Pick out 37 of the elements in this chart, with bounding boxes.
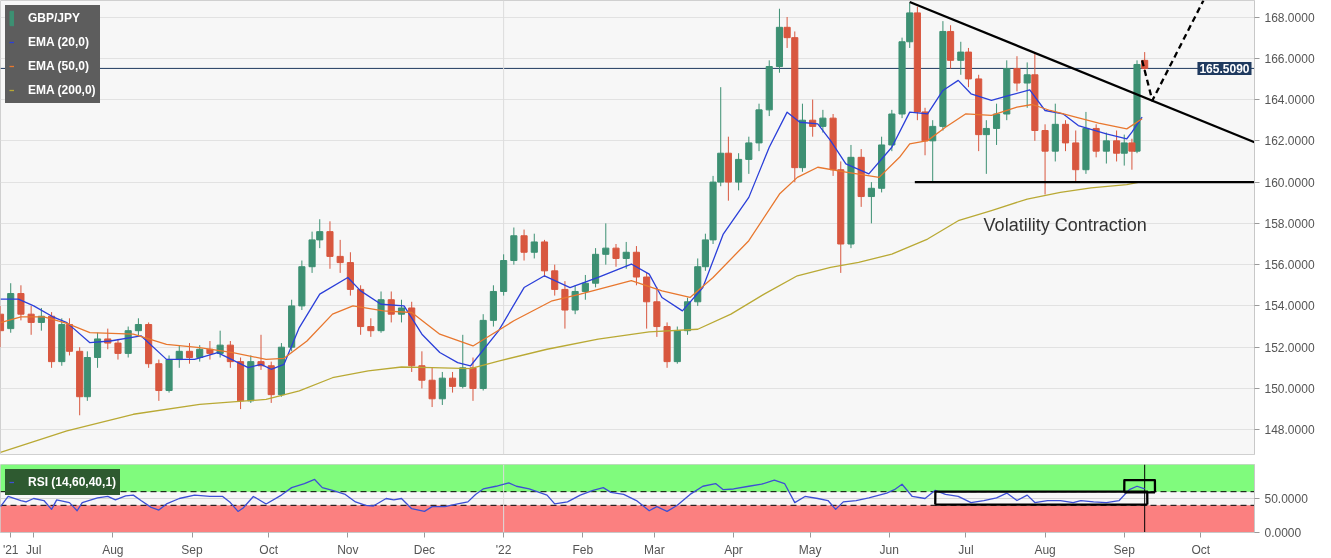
legend-label: GBP/JPY	[28, 10, 81, 27]
y-tick-label: 50.0000	[1264, 492, 1309, 506]
legend-label: EMA (50,0)	[28, 58, 89, 75]
y-tick-label: 156.0000	[1264, 258, 1315, 273]
x-tick-label: '22	[495, 542, 512, 557]
ref-line-label: 165.5090	[1199, 61, 1250, 76]
x-tick-label: Jul	[958, 542, 974, 557]
legend-label: EMA (20,0)	[28, 34, 89, 51]
x-tick-label: Jul	[26, 542, 42, 557]
x-tick-label: Oct	[1191, 542, 1211, 557]
x-tick-label: Oct	[259, 542, 279, 557]
legend-label: RSI (14,60,40,1)	[28, 474, 117, 491]
annotation: Volatility Contraction	[983, 215, 1147, 236]
x-tick-label: Aug	[102, 542, 124, 557]
y-tick-label: 150.0000	[1264, 381, 1315, 396]
y-tick-label: 162.0000	[1264, 134, 1315, 149]
y-tick-label: 166.0000	[1264, 51, 1315, 66]
x-tick-label: Sep	[181, 542, 204, 557]
x-tick-label: Nov	[337, 542, 359, 557]
y-tick-label: 158.0000	[1264, 216, 1315, 231]
y-tick-label: 164.0000	[1264, 93, 1315, 108]
x-tick-label: Sep	[1113, 542, 1136, 557]
x-tick-label: Dec	[413, 542, 436, 557]
y-tick-label: 154.0000	[1264, 299, 1315, 314]
y-tick-label: 148.0000	[1264, 423, 1315, 438]
x-tick-label: Mar	[643, 542, 665, 557]
x-tick-label: Jun	[879, 542, 899, 557]
x-tick-label: Apr	[724, 542, 743, 557]
y-tick-label: 152.0000	[1264, 340, 1315, 355]
x-tick-label: Aug	[1034, 542, 1056, 557]
y-tick-label: 160.0000	[1264, 175, 1315, 190]
x-tick-label: May	[798, 542, 822, 557]
x-tick-label: Feb	[572, 542, 594, 557]
x-tick-label: '21	[2, 542, 19, 557]
y-tick-label: 168.0000	[1264, 10, 1315, 25]
y-tick-label: 0.0000	[1264, 526, 1302, 540]
legend-label: EMA (200,0)	[28, 82, 96, 99]
